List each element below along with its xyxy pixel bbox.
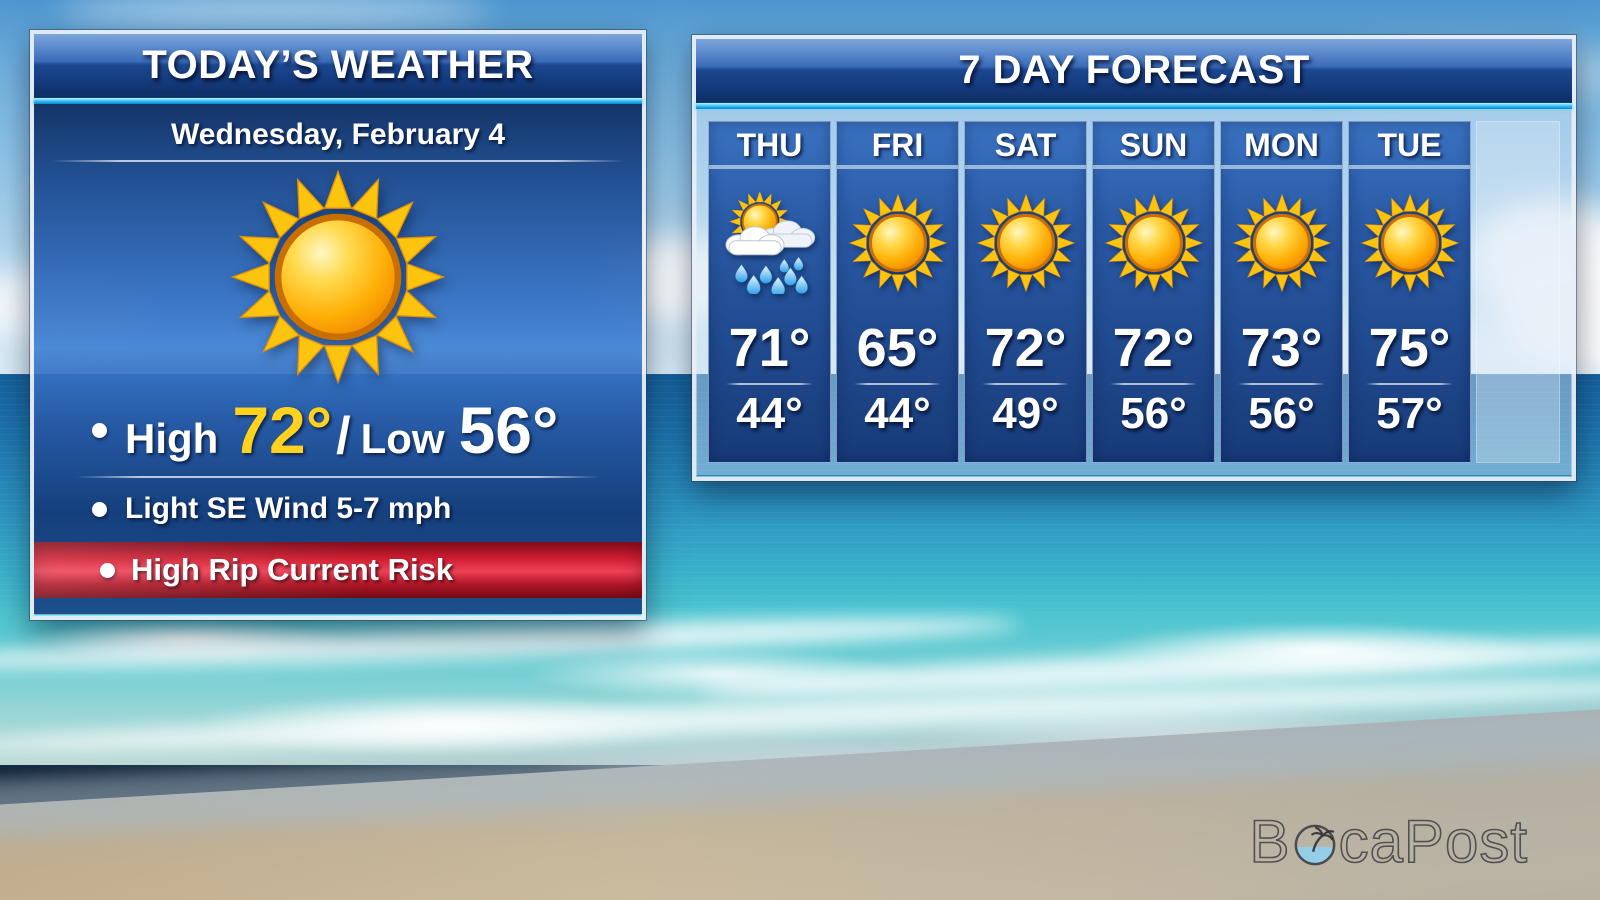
sunny-icon bbox=[1221, 169, 1342, 317]
temp-divider bbox=[725, 383, 814, 385]
temp-divider bbox=[853, 383, 942, 385]
temp-divider bbox=[1237, 383, 1326, 385]
day-label: TUE bbox=[1349, 122, 1470, 169]
sunny-icon bbox=[965, 169, 1086, 317]
empty-forecast-slot bbox=[1476, 121, 1560, 463]
temp-divider bbox=[1109, 383, 1198, 385]
day-label: THU bbox=[709, 122, 830, 169]
forecast-day-cell: MON 73° 56° bbox=[1220, 121, 1343, 463]
high-label: High bbox=[125, 415, 219, 462]
bullet-icon bbox=[92, 422, 107, 438]
today-panel-body: Wednesday, February 4 High 72° / Low 56°… bbox=[34, 104, 642, 614]
high-temp: 65° bbox=[856, 318, 939, 378]
divider bbox=[52, 160, 624, 162]
low-temp: 56° bbox=[1248, 389, 1315, 438]
seven-day-forecast-panel: 7 DAY FORECAST THU 71° 44° bbox=[692, 35, 1576, 481]
low-temp: 56° bbox=[1120, 389, 1187, 438]
rip-current-alert-banner: High Rip Current Risk bbox=[34, 542, 642, 598]
forecast-day-cell: SAT 72° 49° bbox=[964, 121, 1087, 463]
day-label: MON bbox=[1221, 122, 1342, 169]
high-value: 72° bbox=[232, 393, 333, 467]
forecast-day-cell: THU 71° 44° bbox=[708, 121, 831, 463]
high-temp: 75° bbox=[1368, 318, 1451, 378]
header-accent-line bbox=[34, 98, 642, 104]
sunny-icon bbox=[1349, 169, 1470, 317]
forecast-panel-body: THU 71° 44° FRI 65° 44° SA bbox=[696, 109, 1572, 475]
high-low-row: High 72° / Low 56° bbox=[34, 392, 642, 468]
wind-text: Light SE Wind 5-7 mph bbox=[125, 492, 452, 525]
today-weather-panel: TODAY’S WEATHER Wednesday, February 4 Hi… bbox=[30, 30, 646, 620]
day-label: SUN bbox=[1093, 122, 1214, 169]
forecast-day-cell: FRI 65° 44° bbox=[836, 121, 959, 463]
header-accent-line bbox=[696, 103, 1572, 109]
sunny-icon bbox=[837, 169, 958, 317]
forecast-day-cell: SUN 72° 56° bbox=[1092, 121, 1215, 463]
temp-divider bbox=[1365, 383, 1454, 385]
date-text: Wednesday, February 4 bbox=[170, 118, 505, 151]
wind-row: Light SE Wind 5-7 mph bbox=[34, 492, 642, 526]
sunny-icon bbox=[1093, 169, 1214, 317]
day-label: SAT bbox=[965, 122, 1086, 169]
sun-rain-icon bbox=[709, 169, 830, 317]
alert-text: High Rip Current Risk bbox=[131, 552, 454, 587]
low-label: Low bbox=[360, 415, 445, 462]
low-value: 56° bbox=[458, 393, 559, 467]
high-temp: 72° bbox=[1112, 318, 1195, 378]
cloud bbox=[60, 0, 490, 28]
separator: / bbox=[336, 407, 351, 465]
day-label: FRI bbox=[837, 122, 958, 169]
today-panel-header: TODAY’S WEATHER bbox=[34, 34, 642, 98]
low-temp: 49° bbox=[992, 389, 1059, 438]
divider bbox=[76, 476, 600, 478]
watermark-text-suffix: caPost bbox=[1338, 807, 1528, 876]
high-temp: 73° bbox=[1240, 318, 1323, 378]
low-temp: 44° bbox=[736, 389, 803, 438]
high-temp: 71° bbox=[728, 318, 811, 378]
forecast-grid: THU 71° 44° FRI 65° 44° SA bbox=[708, 121, 1560, 463]
low-temp: 44° bbox=[864, 389, 931, 438]
low-temp: 57° bbox=[1376, 389, 1443, 438]
today-panel-title: TODAY’S WEATHER bbox=[142, 42, 534, 87]
forecast-day-cell: TUE 75° 57° bbox=[1348, 121, 1471, 463]
bullet-icon bbox=[92, 501, 107, 517]
bocapost-watermark: B caPost bbox=[1249, 807, 1528, 876]
bullet-icon bbox=[100, 562, 115, 578]
forecast-panel-header: 7 DAY FORECAST bbox=[696, 39, 1572, 103]
palm-tree-o-icon bbox=[1294, 824, 1335, 865]
temp-divider bbox=[981, 383, 1070, 385]
forecast-panel-title: 7 DAY FORECAST bbox=[958, 47, 1310, 92]
watermark-text-prefix: B bbox=[1249, 807, 1291, 876]
sunny-icon bbox=[227, 166, 449, 388]
high-temp: 72° bbox=[984, 318, 1067, 378]
